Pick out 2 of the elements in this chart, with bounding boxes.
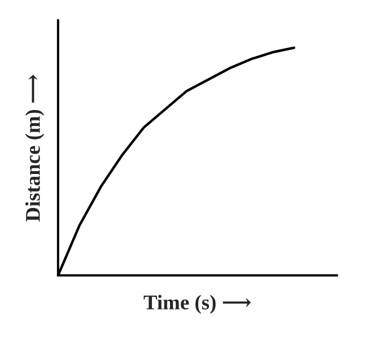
y-axis-title: Distance (m) ⟶: [25, 74, 44, 222]
x-axis-title: Time (s) ⟶: [144, 294, 251, 314]
